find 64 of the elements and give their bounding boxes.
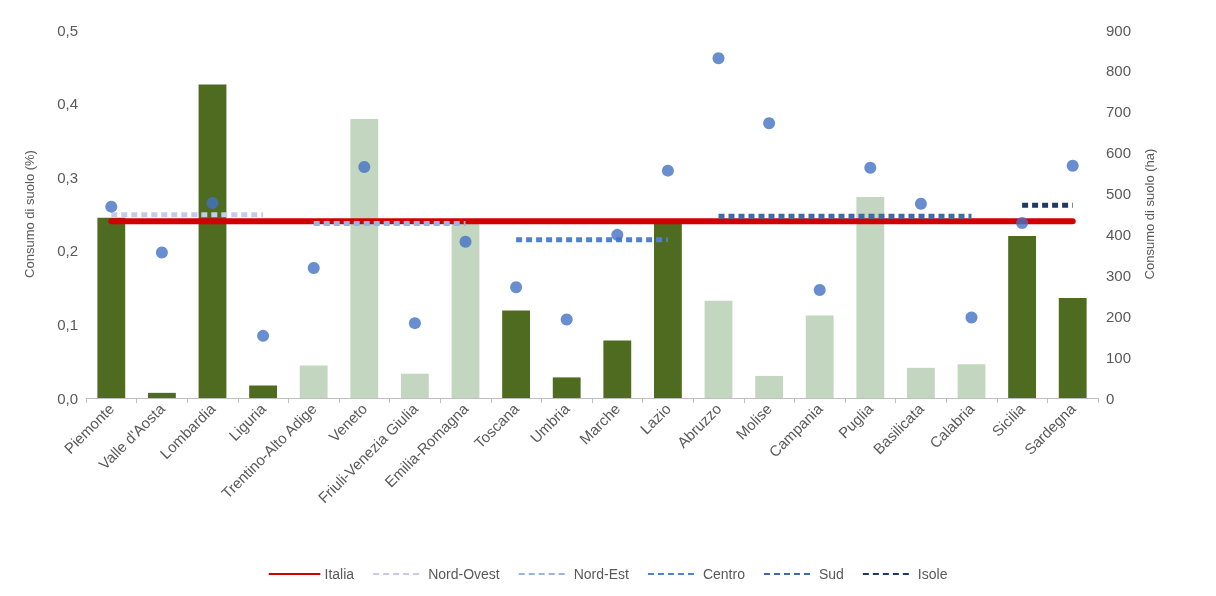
y-tick-label: 0,2 [57,242,78,260]
point [1066,159,1079,172]
bar [147,392,176,398]
point [307,261,320,274]
bar [198,84,227,398]
y-tick-label: 0,3 [57,168,78,186]
bar [1008,236,1037,398]
point [864,161,877,174]
legend-label: Centro [702,566,746,582]
y-tick-label: 0,5 [57,21,78,39]
y-tick-label: 0,4 [57,95,78,113]
bar [1058,297,1087,398]
point [965,311,978,324]
bar [249,385,278,398]
y2-tick-label: 100 [1106,348,1132,366]
legend-label: Italia [324,566,355,582]
legend-label: Sud [818,566,844,582]
bar [502,310,531,398]
bar [350,119,379,398]
legend-label: Nord-Ovest [428,566,500,582]
bar [603,340,632,398]
bar [957,364,986,398]
bar [805,315,834,398]
y2-tick-label: 600 [1106,144,1132,162]
y-tick-label: 0,1 [57,315,78,333]
y2-axis-title: Consumo di suolo (ha) [1142,148,1157,280]
point [105,200,118,213]
bar [906,367,935,398]
point [560,313,573,326]
point [763,117,776,130]
point [1016,217,1029,229]
y2-tick-label: 0 [1106,389,1115,407]
bar [856,197,885,398]
point [459,235,472,248]
y2-tick-label: 900 [1106,21,1132,39]
y-tick-label: 0,0 [57,389,78,407]
bar [400,373,429,398]
legend-label: Isole [917,566,948,582]
point [813,284,826,297]
y2-tick-label: 400 [1106,225,1132,243]
y2-tick-label: 800 [1106,62,1132,80]
legend-label: Nord-Est [573,566,630,582]
point [155,246,168,259]
bar [552,377,581,398]
bar [299,365,328,398]
point [257,329,270,342]
y-axis-title: Consumo di suolo (%) [22,150,37,278]
y2-tick-label: 300 [1106,266,1132,284]
point [206,196,219,209]
bar [704,300,733,398]
point [914,197,927,210]
y2-tick-label: 200 [1106,307,1132,325]
bar [451,221,480,398]
bar [97,217,126,398]
point [408,317,421,330]
y2-tick-label: 500 [1106,185,1132,203]
bar [653,221,682,398]
point [712,52,725,65]
point [661,164,674,177]
point [358,160,371,173]
point [510,281,523,294]
bar [755,375,784,398]
y2-tick-label: 700 [1106,103,1132,121]
point [611,228,624,241]
